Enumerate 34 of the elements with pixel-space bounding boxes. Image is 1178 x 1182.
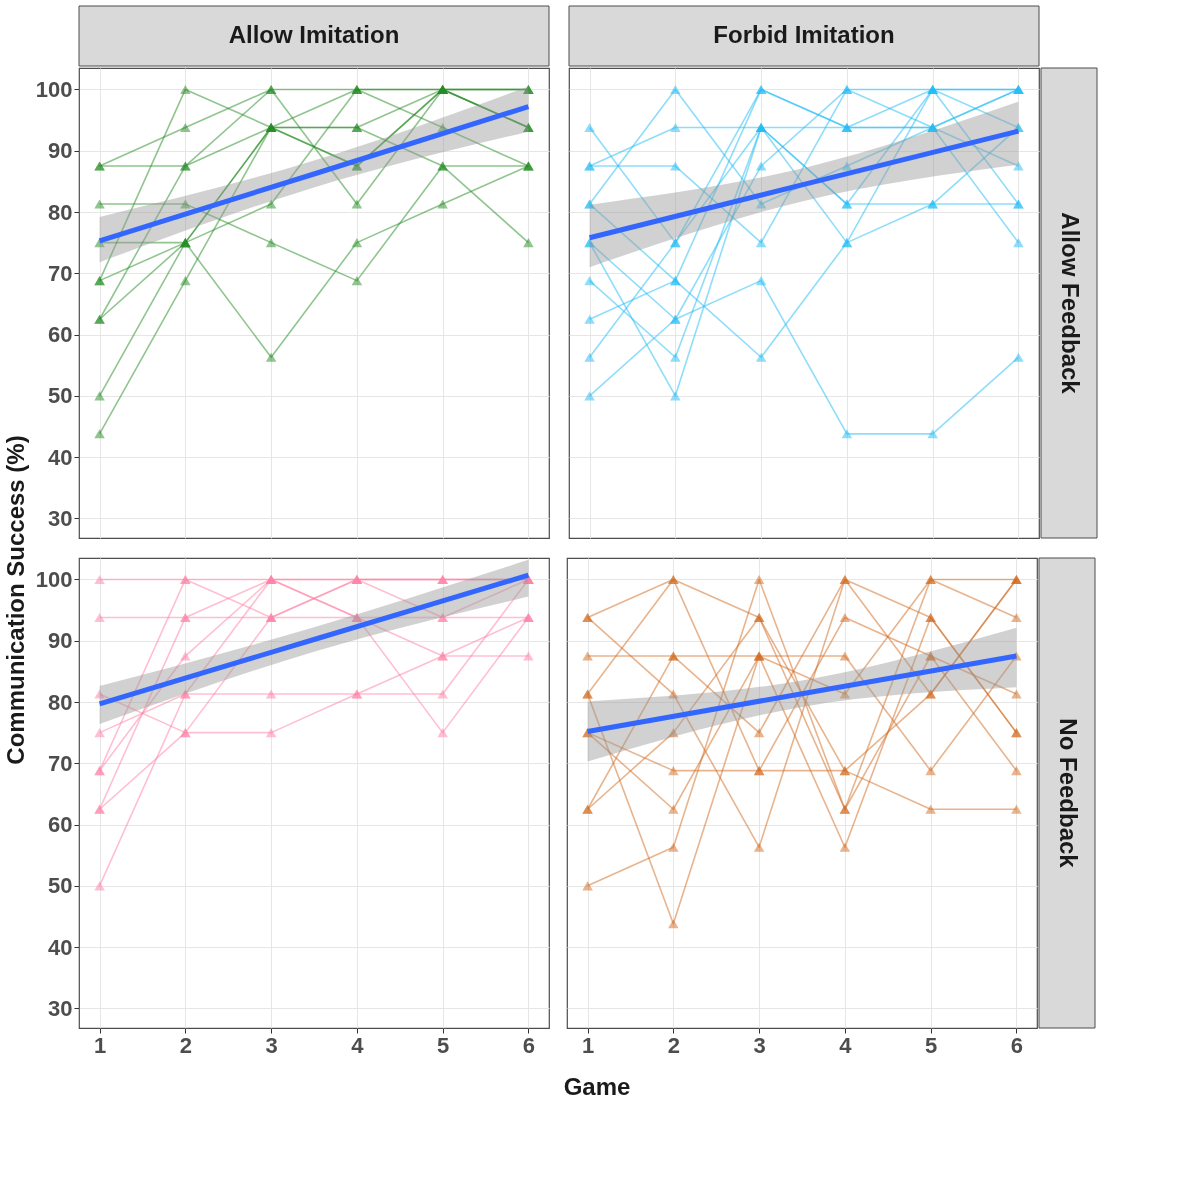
x-tick-label: 1 [581, 1032, 595, 1058]
y-tick-label: 100 [35, 76, 73, 102]
y-tick-label: 50 [48, 383, 73, 409]
y-tick-label: 90 [48, 138, 73, 164]
x-tick-label: 6 [1010, 1032, 1024, 1058]
x-tick-label: 5 [437, 1032, 450, 1058]
y-tick-label: 60 [48, 812, 73, 838]
x-tick-label: 6 [522, 1032, 536, 1058]
x-tick-label: 4 [351, 1032, 365, 1058]
y-tick-label: 40 [48, 444, 73, 470]
y2-axis-title: Allow Feedback [1057, 212, 1084, 395]
y-tick-label: 80 [48, 199, 73, 225]
y-tick-label: 40 [48, 934, 73, 960]
x-tick-label: 2 [179, 1032, 192, 1058]
x-tick-label: 3 [753, 1032, 766, 1058]
y-tick-label: 30 [48, 995, 73, 1021]
x-tick-label: 3 [265, 1032, 278, 1058]
x-tick-label: 4 [839, 1032, 853, 1058]
y-tick-label: 90 [48, 628, 73, 654]
x-tick-label: 2 [667, 1032, 680, 1058]
y-tick-label: 70 [48, 750, 73, 776]
y-axis-title: Communication Success (%) [2, 435, 29, 765]
y-tick-label: 100 [35, 566, 73, 592]
y-tick-label: 80 [48, 689, 73, 715]
y-tick-label: 70 [48, 260, 73, 286]
y2-axis-title: No Feedback [1055, 718, 1082, 869]
y-tick-label: 50 [48, 873, 73, 899]
x-tick-label: 5 [925, 1032, 938, 1058]
x-tick-label: 1 [93, 1032, 107, 1058]
y-tick-label: 60 [48, 322, 73, 348]
y-tick-label: 30 [48, 505, 73, 531]
chart-title: Forbid Imitation [713, 21, 895, 48]
x-axis-title: Game [563, 1073, 631, 1100]
chart-title: Allow Imitation [228, 21, 400, 48]
